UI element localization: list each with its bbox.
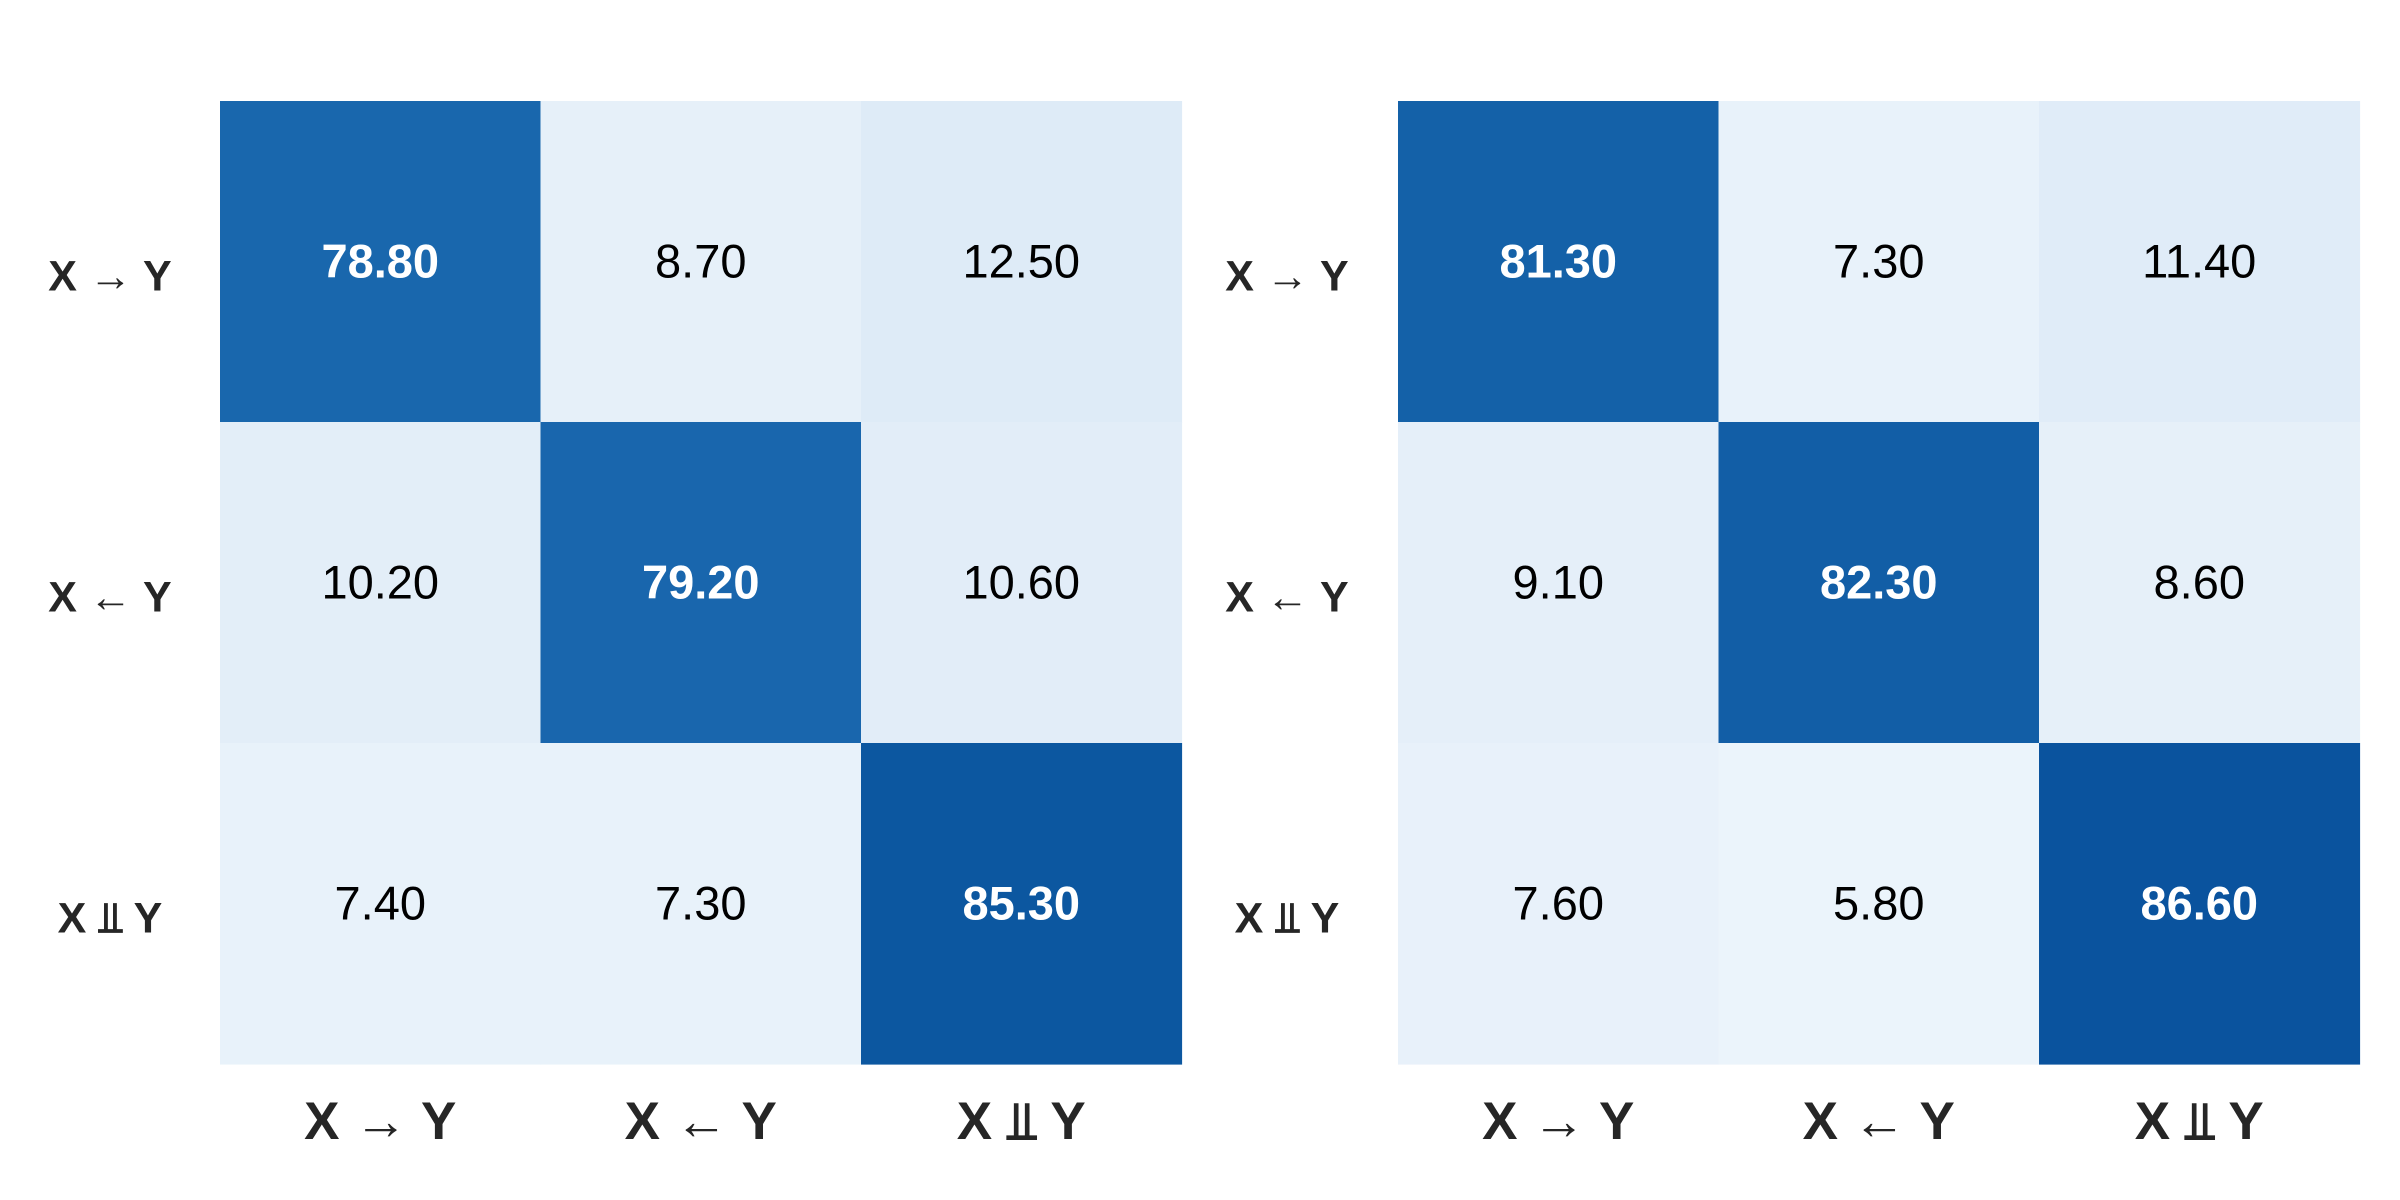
heatmap-0-value-label-r1-c2: 10.60 <box>962 556 1080 609</box>
heatmap-0-value-label-r0-c2: 12.50 <box>962 235 1080 288</box>
heatmap-0-value-label-r1-c1: 79.20 <box>642 556 760 609</box>
heatmap-left: 78.80 8.70 12.50 10.20 79.20 10.60 7.40 7.30 85.… <box>48 101 1183 1151</box>
heatmap-0-cell-r0-c2 <box>861 101 1183 423</box>
heatmap-0-value-label-r2-c0: 7.40 <box>335 877 426 930</box>
heatmap-right: 81.30 7.30 11.40 9.10 82.30 8.60 7.60 5.80 86.60… <box>1225 101 2361 1151</box>
heatmap-0-xtick-label-0: X → Y <box>304 1092 456 1151</box>
heatmap-0-ytick-label-2: X ⫫ Y <box>58 895 163 943</box>
heatmap-1-cell-r0-c0 <box>1398 101 1720 423</box>
heatmap-1-value-label-r1-c1: 82.30 <box>1820 556 1938 609</box>
heatmap-0-cell-r0-c1 <box>540 101 862 423</box>
heatmap-0-value-label-r1-c0: 10.20 <box>321 556 439 609</box>
heatmap-1-ytick-label-2: X ⫫ Y <box>1235 895 1340 943</box>
heatmap-0-ytick-label-0: X → Y <box>48 253 171 301</box>
heatmap-1-value-label-r0-c1: 7.30 <box>1833 235 1924 288</box>
heatmap-0-xtick-label-2: X ⫫ Y <box>957 1092 1086 1151</box>
heatmap-1-xtick-label-2: X ⫫ Y <box>2135 1092 2264 1151</box>
heatmap-1-cell-r2-c1 <box>1718 743 2040 1065</box>
heatmap-1-value-label-r0-c0: 81.30 <box>1499 235 1617 288</box>
heatmap-1-xtick-label-0: X → Y <box>1482 1092 1634 1151</box>
heatmap-1-cell-r1-c2 <box>2039 422 2361 744</box>
heatmap-0-cell-r2-c0 <box>220 743 542 1065</box>
heatmap-0-cell-r2-c1 <box>540 743 862 1065</box>
heatmap-1-cell-r0-c1 <box>1718 101 2040 423</box>
heatmap-1-value-label-r1-c2: 8.60 <box>2154 556 2245 609</box>
heatmap-1-value-label-r2-c2: 86.60 <box>2140 877 2258 930</box>
heatmap-0-cell-r2-c2 <box>861 743 1183 1065</box>
heatmap-0-cell-r0-c0 <box>220 101 542 423</box>
heatmap-0-cell-r1-c1 <box>540 422 862 744</box>
heatmap-1-ytick-label-0: X → Y <box>1225 253 1348 301</box>
heatmap-1-cell-r1-c1 <box>1718 422 2040 744</box>
heatmap-0-xtick-label-1: X ← Y <box>625 1092 777 1151</box>
heatmap-1-value-label-r0-c2: 11.40 <box>2142 235 2256 288</box>
heatmap-0-value-label-r0-c0: 78.80 <box>321 235 439 288</box>
heatmap-1-xtick-label-1: X ← Y <box>1803 1092 1955 1151</box>
heatmap-1-ytick-label-1: X ← Y <box>1225 574 1348 622</box>
heatmap-1-value-label-r1-c0: 9.10 <box>1513 556 1604 609</box>
heatmap-0-ytick-label-1: X ← Y <box>48 574 171 622</box>
heatmap-0-value-label-r2-c1: 7.30 <box>655 877 746 930</box>
heatmap-1-value-label-r2-c0: 7.60 <box>1513 877 1604 930</box>
heatmap-0-value-label-r0-c1: 8.70 <box>655 235 746 288</box>
heatmap-0-cell-r1-c2 <box>861 422 1183 744</box>
heatmap-1-cell-r1-c0 <box>1398 422 1720 744</box>
heatmap-1-cell-r0-c2 <box>2039 101 2361 423</box>
heatmap-1-cell-r2-c0 <box>1398 743 1720 1065</box>
heatmap-0-cell-r1-c0 <box>220 422 542 744</box>
heatmap-1-value-label-r2-c1: 5.80 <box>1833 877 1924 930</box>
heatmap-0-value-label-r2-c2: 85.30 <box>962 877 1080 930</box>
heatmap-1-cell-r2-c2 <box>2039 743 2361 1065</box>
